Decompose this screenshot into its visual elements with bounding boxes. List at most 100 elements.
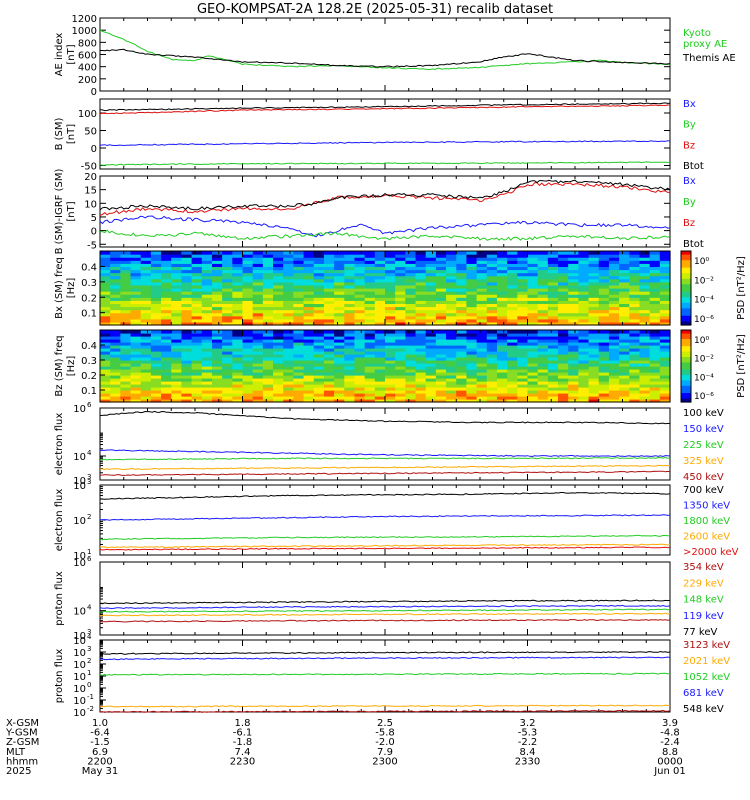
spectrogram-cell (415, 330, 427, 334)
spectrogram-cell (262, 339, 274, 343)
legend-label: Btot (683, 239, 704, 250)
spectrogram-cell (496, 390, 508, 394)
spectrogram-cell (466, 306, 478, 311)
spectrogram-cell (110, 396, 121, 400)
spectrogram-cell (476, 342, 488, 346)
spectrogram-cell (191, 278, 203, 283)
spectrogram-cell (283, 300, 294, 305)
spectrogram-cell (629, 281, 641, 286)
x-axis-tick-label: -6.4 (90, 728, 110, 739)
spectrogram-cell (374, 342, 386, 346)
spectrogram-cell (150, 390, 162, 394)
spectrogram-cell (435, 351, 447, 355)
spectrogram-cell (527, 339, 539, 343)
spectrogram-cell (120, 342, 132, 346)
spectrogram-cell (649, 366, 661, 370)
spectrogram-cell (395, 315, 406, 320)
spectrogram-cell (547, 330, 559, 334)
spectrogram-cell (150, 284, 162, 289)
spectrogram-cell (211, 342, 223, 346)
spectrogram-cell (425, 387, 437, 391)
x-axis-tick-label: May 31 (82, 766, 119, 777)
spectrogram-cell (659, 275, 671, 280)
spectrogram-cell (201, 257, 213, 261)
spectrogram-cell (558, 384, 569, 388)
spectrogram-cell (385, 390, 396, 394)
spectrogram-cell (323, 342, 335, 346)
spectrogram-cell (323, 309, 335, 314)
legend-label: Bz (683, 218, 695, 229)
spectrogram-cell (547, 336, 559, 340)
spectrogram-cell (568, 251, 579, 255)
spectrogram-cell (629, 351, 641, 355)
spectrogram-cell (344, 294, 356, 298)
spectrogram-cell (140, 330, 152, 334)
spectrogram-cell (558, 369, 569, 373)
spectrogram-cell (273, 366, 284, 370)
spectrogram-cell (608, 251, 620, 255)
spectrogram-cell (313, 336, 325, 340)
spectrogram-cell (232, 339, 244, 343)
spectrogram-cell (364, 345, 376, 349)
spectrogram-cell (415, 345, 427, 349)
spectrogram-cell (313, 309, 325, 314)
spectrogram-cell (171, 266, 183, 271)
spectrogram-cell (293, 297, 305, 301)
spectrogram-cell (568, 257, 579, 261)
spectrogram-cell (547, 399, 559, 403)
spectrogram-cell (211, 321, 223, 326)
spectrogram-cell (181, 266, 193, 271)
spectrogram-cell (201, 278, 213, 283)
spectrogram-cell (588, 284, 600, 289)
spectrogram-cell (211, 387, 223, 391)
series-line (99, 599, 671, 605)
spectrogram-cell (558, 363, 569, 367)
spectrogram-cell (517, 315, 529, 320)
spectrogram-cell (547, 390, 559, 394)
spectrogram-cell (486, 363, 498, 367)
spectrogram-cell (171, 399, 183, 403)
spectrogram-cell (222, 345, 233, 349)
spectrogram-cell (181, 312, 193, 317)
spectrogram-cell (313, 330, 325, 334)
spectrogram-cell (578, 390, 590, 394)
spectrogram-cell (283, 303, 294, 308)
spectrogram-cell (232, 366, 244, 370)
spectrogram-cell (201, 294, 213, 298)
y-tick-label: 400 (78, 63, 97, 74)
spectrogram-cell (150, 381, 162, 385)
spectrogram-cell (619, 375, 630, 379)
spectrogram-cell (303, 297, 315, 301)
spectrogram-cell (181, 384, 193, 388)
spectrogram-cell (568, 333, 579, 337)
spectrogram-cell (649, 306, 661, 311)
colorbar-band (681, 376, 691, 380)
spectrogram-cell (395, 354, 406, 358)
spectrogram-cell (293, 393, 305, 397)
spectrogram-cell (354, 278, 366, 283)
x-axis-tick-label: 2.5 (377, 718, 393, 729)
spectrogram-cell (547, 345, 559, 349)
spectrogram-cell (100, 294, 111, 298)
spectrogram-cell (273, 254, 284, 258)
spectrogram-cell (273, 333, 284, 337)
panel-frame (99, 98, 671, 170)
spectrogram-cell (405, 306, 417, 311)
spectrogram-cell (486, 288, 498, 292)
legend-label: 1800 keV (683, 516, 730, 527)
spectrogram-cell (150, 321, 162, 326)
spectrogram-cell (364, 284, 376, 289)
spectrogram-cell (608, 254, 620, 258)
spectrogram-cell (629, 345, 641, 349)
spectrogram-cell (364, 303, 376, 308)
series-line (99, 410, 671, 425)
spectrogram-cell (110, 360, 121, 364)
colorbar-band (681, 251, 691, 254)
spectrogram-cell (140, 284, 152, 289)
spectrogram-cell (466, 318, 478, 323)
spectrogram-cell (568, 393, 579, 397)
spectrogram-cell (273, 342, 284, 346)
spectrogram-cell (476, 393, 488, 397)
spectrogram-cell (547, 294, 559, 298)
legend-label: >2000 keV (683, 547, 739, 558)
